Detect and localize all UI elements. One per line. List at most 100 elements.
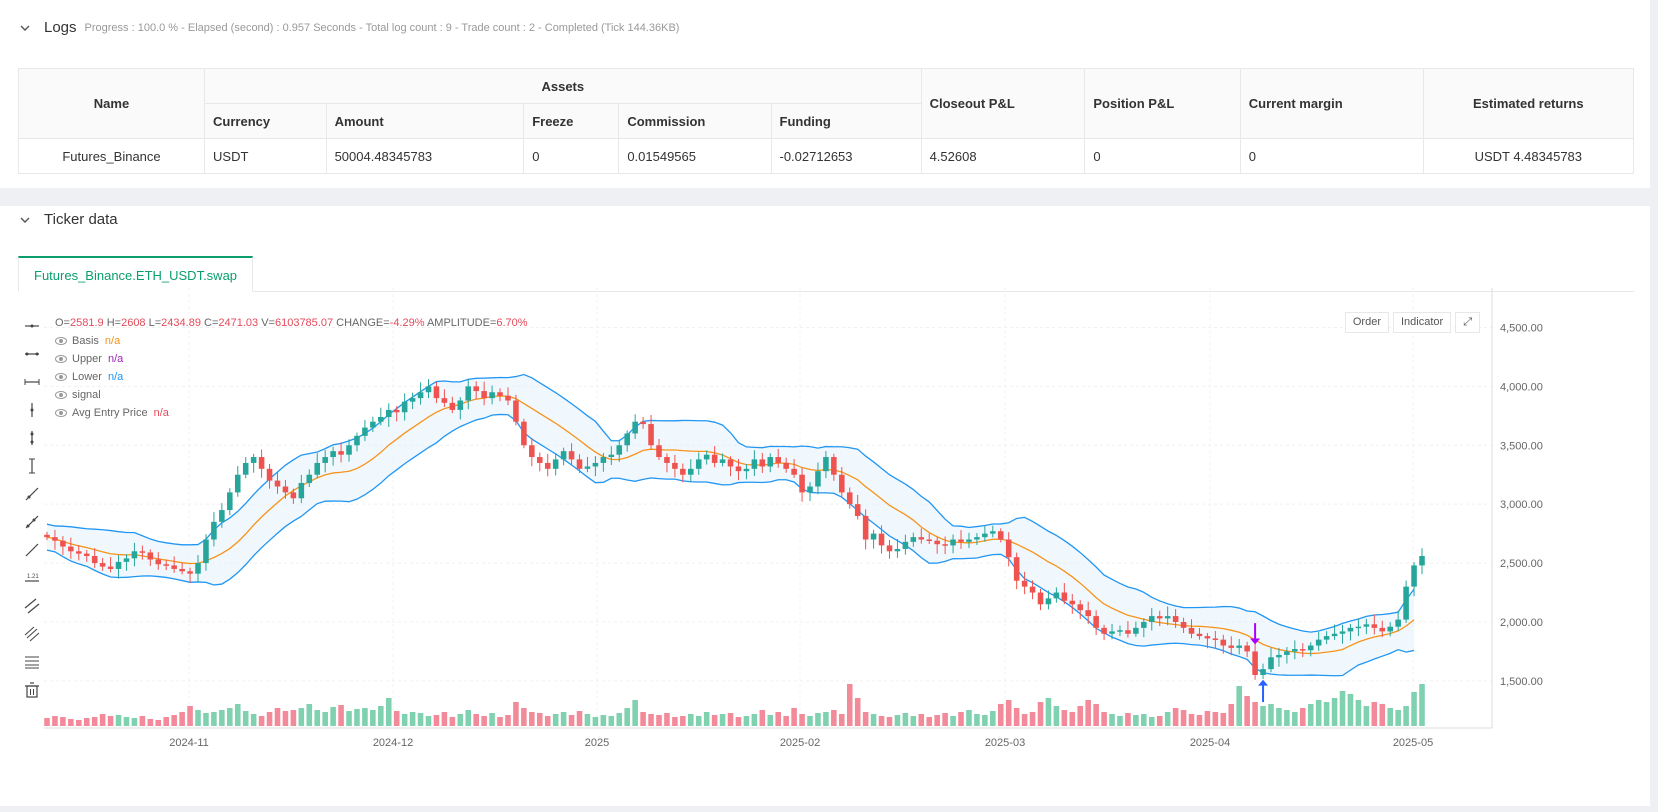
- segment-tool-icon[interactable]: [20, 536, 44, 564]
- volume-bar: [1339, 691, 1346, 726]
- volume-bar: [1228, 704, 1235, 726]
- fib-retracement-tool-icon[interactable]: [20, 648, 44, 676]
- th-position: Position P&L: [1084, 68, 1241, 139]
- eye-icon[interactable]: [55, 373, 67, 381]
- eye-icon[interactable]: [55, 409, 67, 417]
- volume-bar: [894, 715, 901, 726]
- horizontal-ray-tool-icon[interactable]: [20, 340, 44, 368]
- candle-body: [894, 548, 901, 552]
- ray-line-tool-icon[interactable]: [20, 508, 44, 536]
- y-tick-label: 2,000.00: [1500, 617, 1543, 629]
- volume-bar: [600, 715, 607, 726]
- volume-bar: [759, 710, 766, 726]
- indicator-button[interactable]: Indicator: [1392, 312, 1452, 333]
- candle-body: [131, 551, 138, 559]
- volume-bar: [203, 713, 209, 726]
- volume-bar: [211, 712, 217, 726]
- candle-body: [839, 474, 845, 493]
- candle-body: [346, 445, 352, 455]
- candle-body: [179, 568, 185, 572]
- legend-basis[interactable]: Basis n/a: [55, 332, 528, 350]
- candle-body: [688, 468, 694, 475]
- y-tick-label: 2,500.00: [1500, 558, 1543, 570]
- candle-body: [234, 474, 241, 493]
- candle-body: [1053, 592, 1060, 599]
- upper-label: Upper: [72, 353, 102, 365]
- volume-bar: [44, 718, 50, 726]
- candle-body: [1029, 586, 1036, 593]
- candle-body: [584, 466, 591, 469]
- candle-body: [1411, 565, 1417, 587]
- volume-bar: [401, 714, 408, 726]
- change-label: CHANGE=: [336, 317, 390, 329]
- ticker-header[interactable]: Ticker data: [18, 211, 118, 228]
- x-tick-label: 2024-11: [169, 737, 209, 749]
- candle-body: [1077, 604, 1084, 611]
- candle-body: [91, 556, 98, 564]
- volume-bar: [1363, 706, 1370, 726]
- candle-body: [846, 492, 853, 505]
- candle-body: [966, 539, 972, 542]
- volume-bar: [123, 717, 130, 726]
- candle-body: [672, 462, 678, 469]
- legend-signal[interactable]: signal: [55, 386, 528, 404]
- volume-bar: [926, 717, 933, 726]
- volume-bar: [584, 714, 591, 726]
- candle-body: [68, 546, 74, 552]
- candle-body: [354, 435, 360, 446]
- volume-bar: [171, 715, 177, 726]
- candle-body: [473, 386, 479, 392]
- close-value: 2471.03: [218, 317, 259, 329]
- drawing-toolbar: 1.21: [20, 312, 44, 704]
- price-chart[interactable]: 4,500.00 4,000.00 3,500.00 3,000.00 2,500.00…: [0, 206, 1650, 806]
- volume-bar: [934, 715, 940, 726]
- chevron-down-icon[interactable]: [18, 21, 32, 35]
- volume-bar: [783, 716, 789, 726]
- candle-body: [719, 459, 726, 463]
- legend-lower[interactable]: Lower n/a: [55, 368, 528, 386]
- volume-bar: [1371, 702, 1378, 726]
- candle-body: [1268, 657, 1274, 670]
- volume-bar: [68, 719, 74, 726]
- vertical-segment-tool-icon[interactable]: [20, 452, 44, 480]
- volume-bar: [775, 712, 781, 726]
- horizontal-segment-tool-icon[interactable]: [20, 368, 44, 396]
- volume-bar: [449, 717, 456, 726]
- candle-body: [1093, 616, 1099, 628]
- order-button[interactable]: Order: [1344, 312, 1389, 333]
- volume-bar: [1220, 713, 1227, 726]
- fib-channel-tool-icon[interactable]: [20, 620, 44, 648]
- horizontal-line-tool-icon[interactable]: [20, 312, 44, 340]
- volume-bar: [1148, 717, 1155, 726]
- candle-body: [1236, 645, 1242, 648]
- candle-body: [990, 531, 996, 534]
- volume-bar: [735, 717, 742, 726]
- eye-icon[interactable]: [55, 355, 67, 363]
- parallel-channel-tool-icon[interactable]: [20, 592, 44, 620]
- chevron-down-icon[interactable]: [18, 213, 32, 227]
- vertical-line-tool-icon[interactable]: [20, 396, 44, 424]
- volume-bar: [942, 713, 948, 726]
- eye-icon[interactable]: [55, 337, 67, 345]
- vertical-ray-tool-icon[interactable]: [20, 424, 44, 452]
- legend-avg-entry[interactable]: Avg Entry Price n/a: [55, 404, 528, 422]
- volume-bar: [1141, 714, 1147, 726]
- candle-body: [393, 409, 400, 413]
- price-line-tool-icon[interactable]: 1.21: [20, 564, 44, 592]
- candle-body: [242, 462, 249, 475]
- volume-bar: [473, 714, 479, 726]
- th-currency: Currency: [204, 103, 327, 139]
- volume-bar: [1323, 702, 1330, 726]
- legend-upper[interactable]: Upper n/a: [55, 350, 528, 368]
- trend-line-tool-icon[interactable]: [20, 480, 44, 508]
- candle-body: [83, 553, 90, 556]
- tab-eth-usdt-swap[interactable]: Futures_Binance.ETH_USDT.swap: [18, 256, 254, 292]
- fullscreen-icon[interactable]: ⤢: [1455, 312, 1480, 333]
- trash-icon[interactable]: [20, 676, 44, 704]
- candle-body: [1395, 619, 1401, 627]
- volume-bar: [1061, 710, 1068, 726]
- eye-icon[interactable]: [55, 391, 67, 399]
- candle-body: [60, 540, 66, 547]
- progress-status: Progress : 100.0 % - Elapsed (second) : …: [84, 21, 680, 34]
- logs-header[interactable]: Logs Progress : 100.0 % - Elapsed (secon…: [18, 19, 679, 36]
